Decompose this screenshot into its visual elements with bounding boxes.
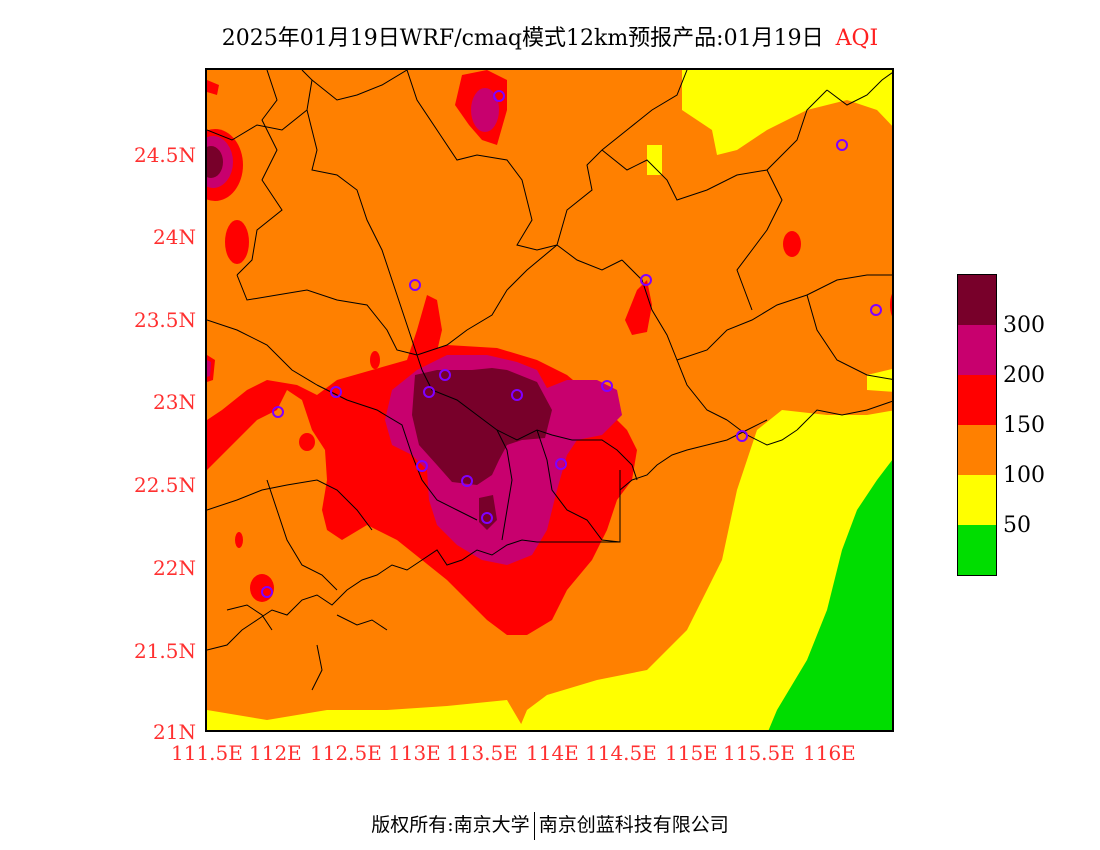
footer-divider [533, 812, 535, 840]
station-marker[interactable] [481, 512, 493, 524]
y-tick-label: 21N [153, 720, 196, 744]
aqi-band-300plus [412, 368, 552, 485]
map-title: 2025年01月19日WRF/cmaq模式12km预报产品:01月19日 AQI [0, 20, 1100, 52]
legend-swatch-0-50 [958, 525, 996, 575]
station-marker[interactable] [423, 386, 435, 398]
aqi-band-200-300 [471, 88, 499, 132]
aqi-band-150-200 [225, 220, 249, 264]
station-marker[interactable] [330, 386, 342, 398]
station-marker[interactable] [416, 460, 428, 472]
boundary-lines [207, 70, 892, 591]
aqi-band-200-300 [207, 360, 211, 377]
copyright-owner: 版权所有:南京大学 [371, 814, 530, 836]
product-label: AQI [835, 26, 879, 51]
station-marker[interactable] [736, 430, 748, 442]
y-tick-label: 23N [153, 390, 196, 414]
legend-swatch-300plus [958, 275, 996, 325]
station-marker[interactable] [261, 586, 273, 598]
aqi-band-50-100 [518, 410, 892, 730]
legend-swatch-100-150 [958, 425, 996, 475]
aqi-band-150-200 [625, 280, 652, 335]
station-marker[interactable] [601, 380, 613, 392]
x-tick-label: 111.5E [171, 741, 243, 765]
aqi-band-150-200 [250, 574, 274, 602]
aqi-map[interactable] [205, 68, 894, 732]
x-tick-label: 113E [388, 741, 441, 765]
y-tick-label: 22.5N [133, 473, 196, 497]
x-tick-label: 112E [249, 741, 302, 765]
y-tick-label: 23.5N [133, 308, 196, 332]
aqi-band-50-100 [207, 700, 525, 730]
aqi-band-50-100 [867, 368, 892, 392]
x-tick-label: 114E [526, 741, 579, 765]
aqi-band-300plus [207, 146, 223, 178]
x-tick-label: 116E [803, 741, 856, 765]
aqi-band-50-100 [682, 70, 892, 155]
aqi-legend [957, 274, 997, 576]
aqi-band-150-200 [407, 295, 442, 360]
title-text: 2025年01月19日WRF/cmaq模式12km预报产品:01月19日 [221, 26, 824, 51]
station-marker[interactable] [409, 279, 421, 291]
station-marker[interactable] [461, 475, 473, 487]
station-marker[interactable] [511, 389, 523, 401]
station-marker[interactable] [870, 304, 882, 316]
legend-label: 50 [1003, 513, 1031, 538]
aqi-band-50-100 [647, 145, 662, 175]
station-marker[interactable] [272, 406, 284, 418]
station-marker[interactable] [836, 139, 848, 151]
legend-swatch-200-300 [958, 325, 996, 375]
aqi-band-150-200 [370, 351, 380, 369]
copyright-company: 南京创蓝科技有限公司 [538, 814, 729, 836]
y-tick-label: 22N [153, 556, 196, 580]
legend-swatch-150-200 [958, 375, 996, 425]
y-tick-label: 21.5N [133, 639, 196, 663]
station-marker[interactable] [439, 369, 451, 381]
aqi-contour-svg [207, 70, 892, 730]
aqi-band-150-200 [235, 532, 243, 548]
aqi-band-0-50 [768, 460, 892, 730]
x-tick-label: 115.5E [723, 741, 795, 765]
legend-label: 150 [1003, 413, 1045, 438]
x-tick-label: 114.5E [585, 741, 657, 765]
legend-label: 200 [1003, 363, 1045, 388]
station-markers [261, 90, 882, 598]
y-tick-label: 24N [153, 225, 196, 249]
aqi-band-150-200 [783, 231, 801, 257]
copyright-footer: 版权所有:南京大学 南京创蓝科技有限公司 [0, 810, 1100, 840]
aqi-band-150-200 [207, 80, 219, 95]
aqi-band-150-200 [299, 433, 315, 451]
station-marker[interactable] [493, 90, 505, 102]
aqi-band-150-200 [890, 293, 892, 317]
x-tick-label: 115E [665, 741, 718, 765]
legend-swatch-50-100 [958, 475, 996, 525]
x-tick-label: 113.5E [446, 741, 518, 765]
legend-label: 100 [1003, 463, 1045, 488]
y-tick-label: 24.5N [133, 143, 196, 167]
station-marker[interactable] [555, 458, 567, 470]
x-tick-label: 112.5E [310, 741, 382, 765]
station-marker[interactable] [640, 274, 652, 286]
legend-label: 300 [1003, 313, 1045, 338]
